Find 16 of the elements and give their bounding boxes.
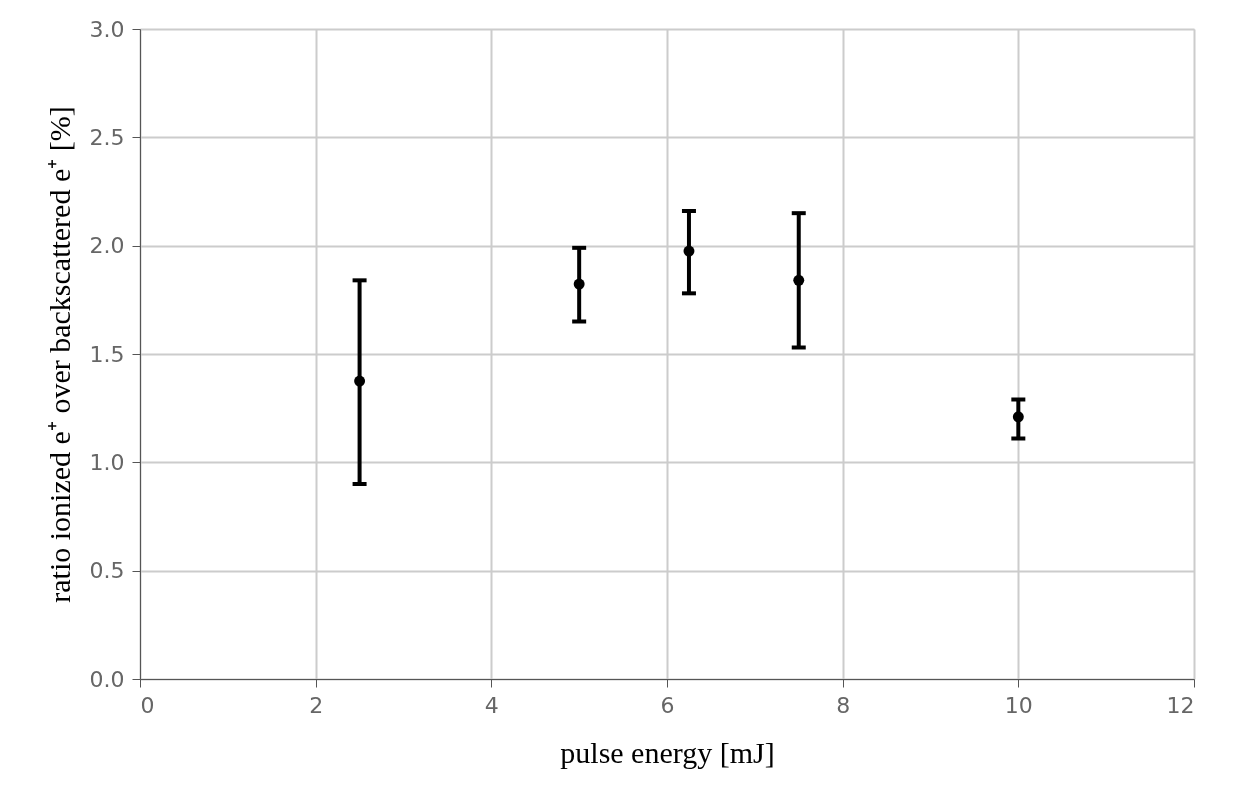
y-tick-label: 2.5	[89, 124, 125, 150]
x-tick-label: 8	[836, 692, 851, 718]
y-tick-label: 0.0	[89, 666, 125, 692]
y-tick-label: 3.0	[89, 16, 125, 42]
x-tick-label: 0	[140, 692, 155, 718]
y-axis-title: ratio ionized e⁺ over backscattered e⁺ [%]	[42, 106, 76, 603]
x-tick-label: 6	[660, 692, 675, 718]
x-tick-label: 10	[1004, 692, 1033, 718]
x-tick-label: 2	[309, 692, 324, 718]
x-tick-label: 12	[1166, 692, 1195, 718]
y-tick-label: 0.5	[89, 558, 125, 584]
y-tick-label: 1.5	[89, 341, 125, 367]
x-tick-label: 4	[484, 692, 499, 718]
x-axis-title: pulse energy [mJ]	[560, 735, 775, 769]
y-tick-label: 2.0	[89, 233, 125, 259]
y-tick-label: 1.0	[89, 449, 125, 475]
